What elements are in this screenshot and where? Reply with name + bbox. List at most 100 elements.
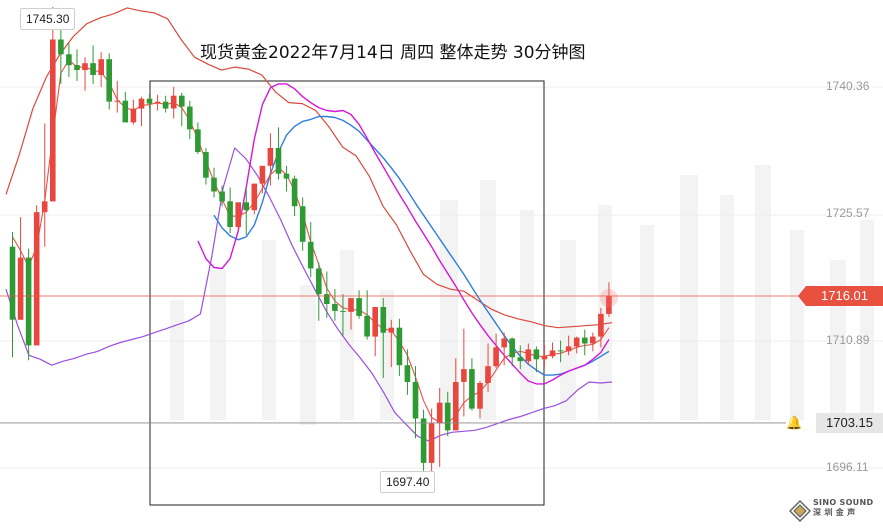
candle-body <box>50 39 56 202</box>
candle-body <box>17 257 24 320</box>
candle <box>549 342 556 359</box>
candle <box>106 53 112 110</box>
candle <box>412 366 419 439</box>
watermark-bar <box>755 165 771 420</box>
watermark-bar <box>480 180 496 420</box>
candle <box>477 380 483 419</box>
candle <box>420 409 427 471</box>
candle <box>195 122 201 154</box>
candle <box>203 148 209 185</box>
candle-body <box>364 315 370 337</box>
candle <box>41 123 48 247</box>
candle <box>517 345 524 370</box>
candle <box>307 222 314 278</box>
watermark-bar <box>680 175 698 420</box>
candle <box>557 340 564 363</box>
y-tick-label: 1696.11 <box>826 460 869 474</box>
watermark-bar <box>340 250 354 420</box>
candle <box>324 271 330 318</box>
candle <box>227 187 233 233</box>
candle <box>372 307 378 357</box>
y-tick-label: 1710.89 <box>826 333 870 347</box>
candle <box>509 337 515 367</box>
candle <box>380 298 387 379</box>
candle-body <box>428 423 435 463</box>
chart-title: 现货黄金2022年7月14日 周四 整体走势 30分钟图 <box>200 43 586 63</box>
watermark-bar <box>640 225 654 420</box>
candle-body <box>573 337 580 347</box>
sinosound-logo: SINO SOUND 深 圳 金 声 <box>789 498 879 528</box>
candle-body <box>420 418 427 463</box>
diamond-logo-icon <box>789 500 811 522</box>
candle-body <box>33 212 40 346</box>
candle-body <box>396 327 403 366</box>
candle-body <box>557 350 564 352</box>
candle <box>541 344 548 368</box>
candle-body <box>388 327 395 333</box>
candle <box>501 332 507 366</box>
watermark-bar <box>598 205 612 420</box>
candle-body <box>436 402 443 424</box>
candle-body <box>259 165 266 184</box>
candle <box>299 197 306 251</box>
candle <box>582 329 588 356</box>
candle <box>162 95 169 113</box>
candle <box>444 391 451 437</box>
candle <box>348 298 354 330</box>
candle-body <box>114 100 121 102</box>
candle-body <box>227 201 233 227</box>
candle <box>179 92 185 127</box>
candle <box>17 217 24 320</box>
watermark-bar <box>210 270 226 420</box>
ma-mid-line <box>197 83 610 385</box>
candle-body <box>541 356 548 360</box>
candle-body <box>493 347 499 367</box>
alert-price-tag[interactable]: 1703.15 <box>816 413 883 433</box>
candle-body <box>170 95 177 109</box>
candle-body <box>348 298 354 312</box>
analysis-box <box>149 80 545 506</box>
candle-body <box>404 365 411 382</box>
candle <box>243 188 249 235</box>
candle <box>66 43 72 77</box>
candle-body <box>501 338 507 348</box>
candle <box>565 335 572 356</box>
candle-body <box>316 268 322 295</box>
candle <box>9 231 16 358</box>
watermark-bar <box>720 195 734 420</box>
candle <box>267 133 274 186</box>
candle-body <box>372 307 378 337</box>
candle-body <box>74 65 80 70</box>
candle-body <box>203 152 209 178</box>
candle-body <box>340 310 346 312</box>
candle-body <box>41 201 48 213</box>
candle <box>428 408 435 480</box>
candle <box>316 262 322 321</box>
candle <box>598 307 604 348</box>
candle-body <box>66 54 72 66</box>
candle <box>146 93 153 109</box>
candle <box>138 96 145 127</box>
candle <box>74 49 80 81</box>
candle-body <box>582 337 588 344</box>
candle-body <box>444 402 451 431</box>
candle-body <box>525 349 532 362</box>
candle-body <box>356 298 362 316</box>
watermark-bar <box>560 240 576 420</box>
candle <box>461 328 467 417</box>
candle <box>364 290 370 340</box>
lower-band-line <box>5 147 613 442</box>
candle <box>235 202 241 231</box>
candle <box>58 19 64 84</box>
candle <box>187 100 193 140</box>
candle-body <box>82 63 88 71</box>
bell-icon[interactable]: 🔔 <box>786 415 803 430</box>
candle-body <box>106 59 112 102</box>
candle <box>130 99 137 125</box>
candle-body <box>9 246 16 320</box>
candle <box>453 358 459 431</box>
candle-body <box>533 349 540 360</box>
candle <box>469 358 475 411</box>
candle-body <box>412 382 419 419</box>
low-price-callout: 1697.40 <box>380 471 436 493</box>
